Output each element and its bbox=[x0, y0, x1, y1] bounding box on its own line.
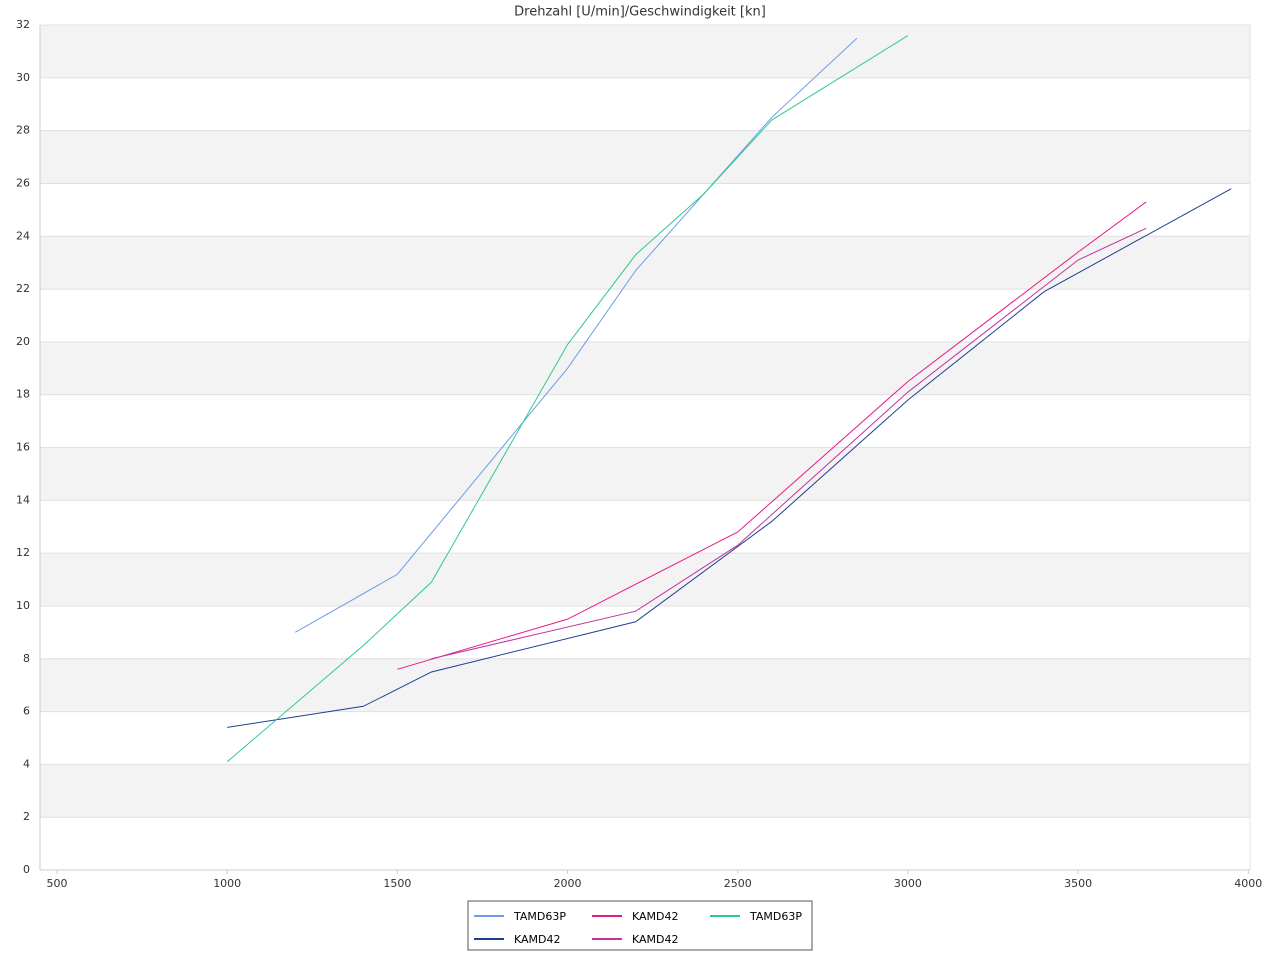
y-tick-label: 12 bbox=[16, 546, 30, 559]
y-tick-label: 10 bbox=[16, 599, 30, 612]
y-tick-label: 14 bbox=[16, 493, 30, 506]
grid-band bbox=[40, 658, 1250, 712]
y-tick-label: 16 bbox=[16, 441, 30, 454]
y-tick-label: 26 bbox=[16, 176, 30, 189]
y-tick-label: 4 bbox=[23, 757, 30, 770]
y-tick-label: 22 bbox=[16, 282, 30, 295]
y-tick-label: 32 bbox=[16, 18, 30, 31]
x-tick-label: 3000 bbox=[894, 877, 922, 890]
grid-band bbox=[40, 447, 1250, 501]
series-line bbox=[431, 227, 1147, 660]
legend-label: KAMD42 bbox=[632, 933, 679, 946]
x-tick-label: 2500 bbox=[724, 877, 752, 890]
grid-band bbox=[40, 130, 1250, 184]
series-line bbox=[397, 201, 1147, 670]
chart-title: Drehzahl [U/min]/Geschwindigkeit [kn] bbox=[514, 5, 766, 20]
x-tick-label: 1500 bbox=[383, 877, 411, 890]
grid-band bbox=[40, 341, 1250, 395]
legend-box bbox=[467, 900, 813, 951]
legend-label: KAMD42 bbox=[632, 910, 679, 923]
series-line bbox=[226, 35, 909, 763]
y-tick-label: 8 bbox=[23, 652, 30, 665]
y-tick-label: 6 bbox=[23, 705, 30, 718]
y-tick-label: 30 bbox=[16, 71, 30, 84]
x-tick-label: 3500 bbox=[1064, 877, 1092, 890]
y-tick-label: 20 bbox=[16, 335, 30, 348]
legend: TAMD63P KAMD42 KAMD42 KAMD42 TAMD63P bbox=[467, 900, 813, 951]
y-tick-label: 24 bbox=[16, 229, 30, 242]
x-tick-label: 500 bbox=[47, 877, 68, 890]
x-tick-label: 1000 bbox=[213, 877, 241, 890]
x-tick-label: 2000 bbox=[554, 877, 582, 890]
x-tick-label: 4000 bbox=[1234, 877, 1262, 890]
legend-label: TAMD63P bbox=[513, 910, 566, 923]
y-tick-label: 0 bbox=[23, 863, 30, 876]
grid-band bbox=[40, 764, 1250, 818]
grid-band bbox=[40, 236, 1250, 290]
y-tick-label: 2 bbox=[23, 810, 30, 823]
series-line bbox=[227, 188, 1232, 728]
grid-band bbox=[40, 25, 1250, 78]
y-tick-label: 28 bbox=[16, 124, 30, 137]
legend-label: TAMD63P bbox=[749, 910, 802, 923]
series-line bbox=[295, 37, 858, 633]
legend-label: KAMD42 bbox=[514, 933, 561, 946]
y-tick-label: 18 bbox=[16, 388, 30, 401]
